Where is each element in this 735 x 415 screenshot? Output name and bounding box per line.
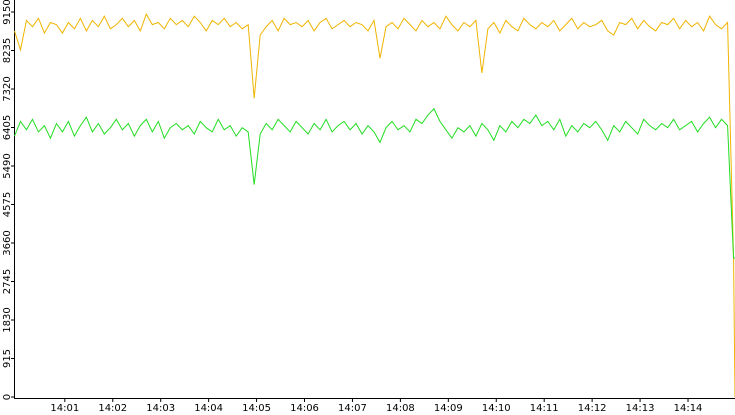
y-tick-label: 8235 — [2, 38, 13, 63]
x-tick-label: 14:03 — [146, 403, 175, 414]
x-tick-label: 14:01 — [50, 403, 79, 414]
y-tick-label: 915 — [2, 349, 13, 368]
x-tick-label: 14:09 — [434, 403, 463, 414]
y-tick-label: 4575 — [2, 192, 13, 217]
y-tick-label: 5490 — [2, 153, 13, 178]
x-tick-label: 14:07 — [338, 403, 367, 414]
x-tick-label: 14:02 — [98, 403, 127, 414]
y-tick-label: 0 — [2, 394, 13, 400]
x-tick-label: 14:04 — [194, 403, 223, 414]
y-tick-label: 7320 — [2, 76, 13, 101]
x-tick-label: 14:06 — [290, 403, 319, 414]
y-tick-label: 9150 — [2, 0, 13, 25]
series-line — [14, 107, 735, 259]
x-tick-label: 14:08 — [386, 403, 415, 414]
y-tick-label: 6405 — [2, 115, 13, 140]
y-tick-label: 3660 — [2, 230, 13, 255]
x-tick-label: 14:14 — [674, 403, 703, 414]
x-tick-label: 14:13 — [626, 403, 655, 414]
y-tick-label: 1830 — [2, 307, 13, 332]
x-tick-label: 14:05 — [242, 403, 271, 414]
series-line — [14, 12, 735, 398]
y-tick-label: 2745 — [2, 269, 13, 294]
x-tick-label: 14:11 — [530, 403, 559, 414]
x-tick-label: 14:10 — [482, 403, 511, 414]
x-tick-label: 14:12 — [578, 403, 607, 414]
